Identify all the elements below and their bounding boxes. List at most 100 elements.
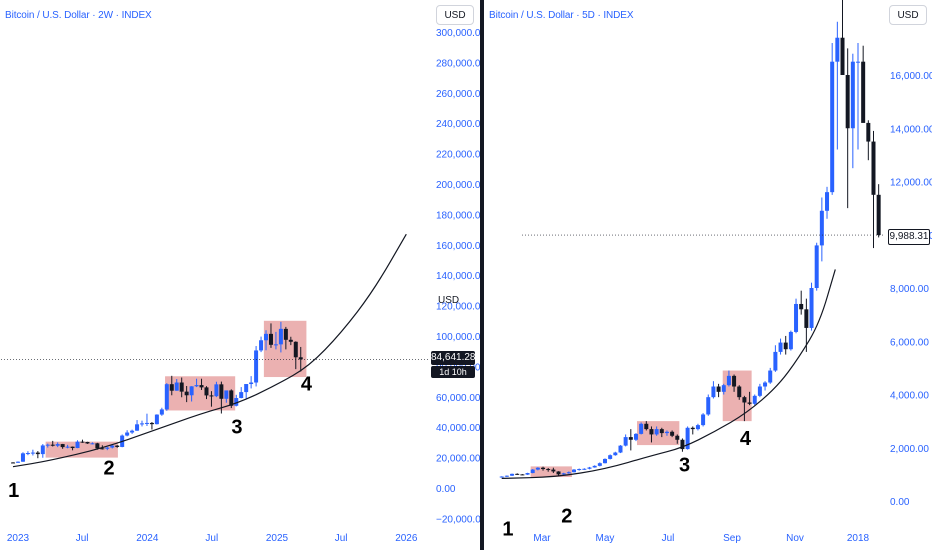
right-candle-body-60 (809, 288, 814, 328)
right-candle-body-71 (866, 122, 871, 142)
right-candle-body-25 (628, 437, 633, 440)
left-annotation-4: 4 (301, 374, 313, 396)
right-candle-body-44 (726, 375, 731, 386)
left-currency-button[interactable]: USD (436, 5, 474, 25)
left-y-tick-label: 40,000.00 (436, 423, 480, 434)
left-candle-body-18 (100, 448, 105, 450)
left-x-tick-label: Jul (335, 533, 348, 544)
right-candle-body-24 (623, 437, 628, 446)
right-candle-body-28 (644, 423, 649, 430)
right-candle-body-36 (685, 427, 690, 450)
right-y-tick-label: 14,000.00 (890, 124, 932, 135)
left-candle-body-41 (214, 384, 219, 397)
right-x-tick-label: May (596, 533, 615, 544)
right-candle-body-37 (690, 427, 695, 430)
right-candle-body-27 (639, 423, 644, 434)
left-candle-body-42 (219, 384, 224, 399)
left-y-tick-label: 0.00 (436, 484, 456, 495)
right-chart-canvas: 16,000.0014,000.0012,000.0010,000.008,00… (499, 0, 932, 544)
left-candle-body-37 (194, 385, 199, 387)
left-candle-body-53 (273, 344, 278, 346)
right-candle-body-52 (768, 370, 773, 383)
left-y-tick-label: −20,000.00 (436, 514, 480, 525)
right-candle-body-22 (613, 452, 618, 456)
right-candle-body-40 (706, 397, 711, 415)
right-y-tick-label: 16,000.00 (890, 71, 932, 82)
left-candle-body-0 (11, 462, 16, 464)
right-candle-body-49 (752, 395, 757, 404)
right-candle-body-34 (675, 435, 680, 440)
right-candle-body-73 (876, 194, 881, 236)
left-candle-body-45 (234, 398, 239, 406)
left-candle-body-8 (50, 444, 55, 446)
right-annotation-3: 3 (679, 455, 690, 477)
left-candle-body-30 (159, 409, 164, 415)
left-y-tick-label: 120,000.00 (436, 302, 480, 313)
right-candle-body-33 (670, 431, 675, 436)
right-candle-body-12 (561, 473, 566, 475)
right-candle-body-58 (799, 303, 804, 310)
left-candle-body-2 (20, 453, 25, 462)
left-candle-body-4 (30, 452, 35, 454)
left-candle-body-23 (125, 432, 130, 436)
right-candle-body-46 (737, 386, 742, 398)
right-candle-body-31 (659, 429, 664, 434)
left-y-tick-label: 160,000.00 (436, 241, 480, 252)
right-candle-body-4 (520, 474, 525, 476)
right-chart-title[interactable]: Bitcoin / U.S. Dollar · 5D · INDEX (489, 10, 634, 21)
right-candle-body-69 (856, 61, 860, 63)
right-candle-body-53 (773, 351, 778, 371)
left-candle-body-47 (244, 384, 249, 393)
left-annotation-3: 3 (231, 416, 242, 438)
left-candle-body-5 (35, 452, 40, 455)
left-countdown-tag: 1d 10h (431, 366, 475, 378)
left-candle-body-17 (95, 443, 100, 449)
left-last-price-tag: 84,641.28 (431, 351, 476, 365)
left-annotation-2: 2 (103, 457, 114, 479)
left-candle-body-35 (184, 391, 189, 396)
panel-divider[interactable] (480, 0, 484, 550)
left-candle-body-25 (135, 424, 140, 431)
left-candle-body-32 (169, 384, 174, 391)
left-candle-body-1 (16, 461, 20, 463)
right-chart-panel: 16,000.0014,000.0012,000.0010,000.008,00… (484, 0, 932, 550)
right-candle-body-38 (695, 425, 700, 430)
right-x-tick-label: Mar (533, 533, 551, 544)
right-y-tick-label: 0.00 (890, 497, 910, 508)
left-chart-title[interactable]: Bitcoin / U.S. Dollar · 2W · INDEX (5, 10, 152, 21)
right-candle-body-64 (830, 61, 835, 193)
left-x-tick-label: 2023 (7, 533, 30, 544)
left-y-tick-label: 240,000.00 (436, 119, 480, 130)
right-candle-body-35 (680, 439, 685, 450)
right-candle-body-51 (763, 382, 768, 387)
left-x-tick-label: Jul (76, 533, 89, 544)
right-candle-body-11 (556, 471, 561, 475)
left-candle-body-58 (298, 357, 303, 360)
right-candle-body-63 (825, 192, 830, 211)
left-candle-body-33 (174, 382, 179, 391)
left-chart-canvas: 300,000.00280,000.00260,000.00240,000.00… (0, 28, 480, 544)
right-candle-body-50 (757, 386, 762, 396)
left-x-tick-label: Jul (205, 533, 218, 544)
right-candle-body-8 (541, 467, 546, 470)
right-candle-body-14 (572, 469, 577, 473)
left-x-tick-label: 2026 (395, 533, 418, 544)
right-candle-body-7 (535, 467, 540, 470)
right-currency-button[interactable]: USD (889, 5, 927, 25)
left-candle-body-3 (25, 453, 30, 455)
left-candle-body-57 (293, 341, 298, 358)
left-candle-body-52 (268, 333, 273, 345)
right-candle-body-55 (783, 342, 788, 350)
left-y-tick-label: 280,000.00 (436, 58, 480, 69)
left-candle-body-55 (283, 328, 288, 340)
left-y-tick-label: 140,000.00 (436, 271, 480, 282)
right-candle-body-2 (510, 473, 515, 476)
left-y-tick-label: 20,000.00 (436, 454, 480, 465)
right-candle-body-1 (504, 475, 509, 477)
right-annotation-1: 1 (502, 519, 513, 541)
right-candle-body-29 (649, 429, 654, 435)
right-y-tick-label: 12,000.00 (890, 178, 932, 189)
left-candle-body-16 (90, 443, 95, 445)
left-candle-body-10 (60, 444, 65, 448)
left-candle-body-44 (229, 390, 234, 406)
